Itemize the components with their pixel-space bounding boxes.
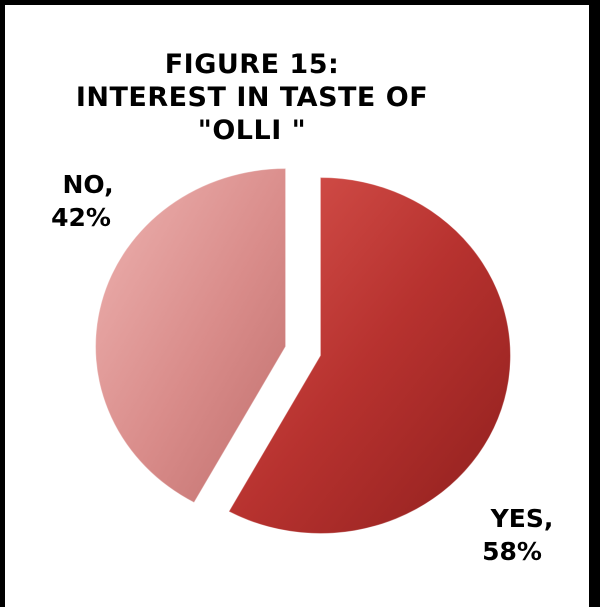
pie-slice-no xyxy=(95,168,287,504)
pie-slices xyxy=(95,168,511,534)
data-label-no-value: 42% xyxy=(51,203,111,232)
pie-slice-yes xyxy=(228,176,511,534)
chart-title-line-1: FIGURE 15: xyxy=(165,49,340,80)
data-label-yes-value: 58% xyxy=(482,537,542,566)
chart-title-line-3: "OLLI " xyxy=(198,115,306,146)
chart-title-line-2: INTEREST IN TASTE OF xyxy=(76,82,428,113)
data-label-no-category: NO, xyxy=(62,170,113,199)
data-label-yes-category: YES, xyxy=(490,504,554,533)
